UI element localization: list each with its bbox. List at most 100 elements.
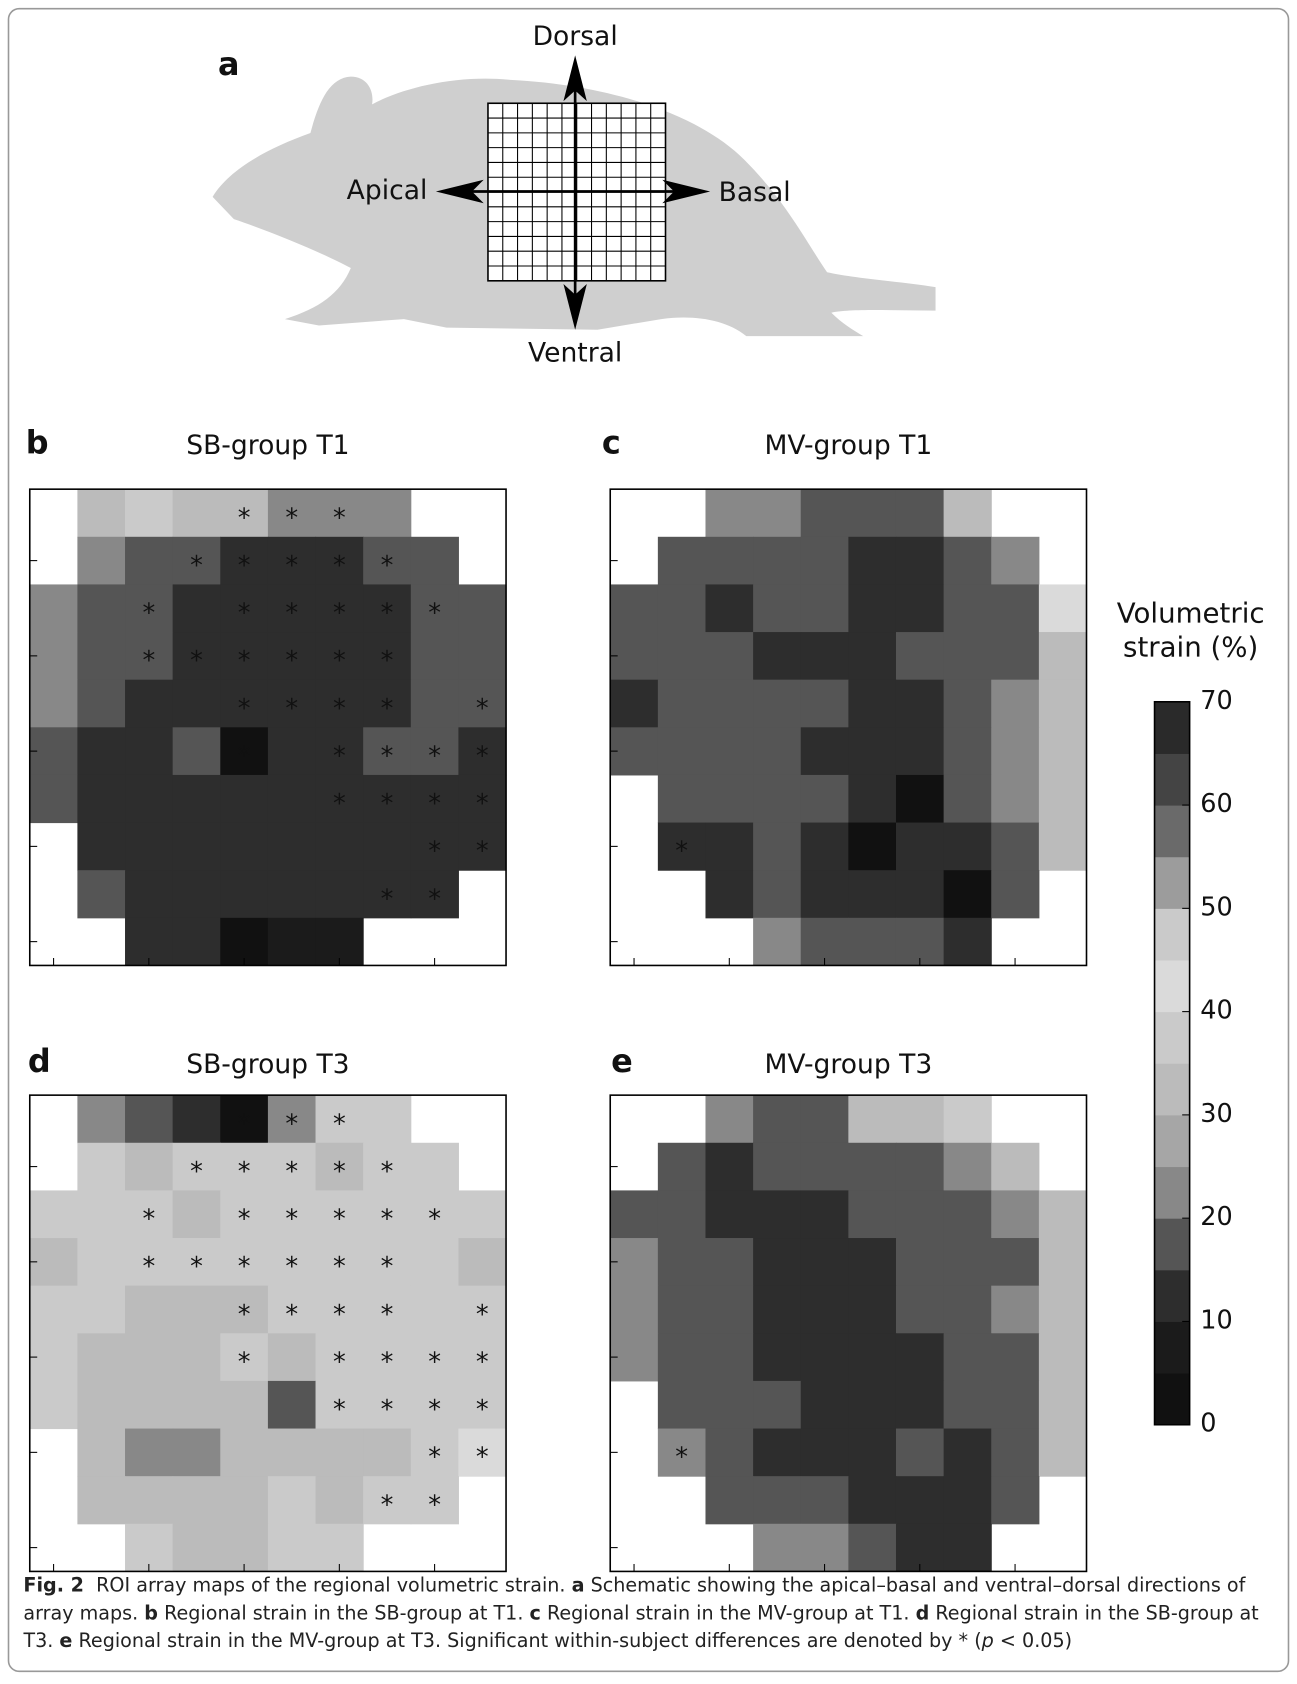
significance-star: * (381, 1205, 394, 1235)
heatmap-cell (848, 1381, 896, 1429)
heatmap-cell (30, 584, 78, 632)
colorbar-segment (1155, 1218, 1190, 1270)
heatmap-cell (30, 1190, 78, 1238)
heatmap-cell (801, 1429, 849, 1477)
direction-label: Basal (719, 177, 791, 208)
heatmap-cell (896, 1381, 944, 1429)
significance-star: * (675, 837, 688, 867)
heatmap-cell (848, 1476, 896, 1524)
colorbar-tick-label: 10 (1200, 1305, 1232, 1335)
significance-star: * (333, 646, 346, 676)
heatmap-cell (411, 680, 459, 728)
heatmap-cell (77, 537, 125, 585)
significance-star: * (333, 694, 346, 724)
panel-label: b (26, 424, 49, 462)
heatmap-cell (896, 1095, 944, 1143)
heatmap-cell (801, 823, 849, 871)
colorbar-segment (1155, 1373, 1190, 1425)
panel-label: a (218, 45, 240, 83)
heatmap-cell (173, 680, 221, 728)
heatmap-cell (944, 1381, 992, 1429)
heatmap-cell (125, 1429, 173, 1477)
significance-star: * (428, 1490, 441, 1520)
colorbar-segment (1155, 857, 1190, 909)
heatmap-cell (173, 1286, 221, 1334)
heatmap-cell (1039, 1333, 1087, 1381)
heatmap-cell (658, 1286, 706, 1334)
heatmap-cell (753, 1143, 801, 1191)
heatmap-cell (411, 1238, 459, 1286)
heatmap-cell (801, 1238, 849, 1286)
heatmap-cell (705, 1476, 753, 1524)
heatmap-cell (896, 727, 944, 775)
colorbar-tick-label: 0 (1200, 1409, 1216, 1439)
heatmap-cell (1039, 1429, 1087, 1477)
heatmap-cell (125, 1143, 173, 1191)
heatmap-cell (896, 775, 944, 823)
significance-star: * (190, 646, 203, 676)
significance-star: * (285, 694, 298, 724)
heatmap-cell (705, 727, 753, 775)
caption-text: p (982, 1630, 994, 1652)
heatmap-cell (753, 823, 801, 871)
heatmap-cell (1039, 1286, 1087, 1334)
heatmap-cell (173, 1381, 221, 1429)
heatmap-cell (30, 775, 78, 823)
significance-star: * (142, 1205, 155, 1235)
heatmap-cell (705, 1143, 753, 1191)
caption-text: Fig. 2 (23, 1575, 84, 1597)
significance-star: * (190, 551, 203, 581)
heatmap-cell (658, 537, 706, 585)
heatmap-cell (848, 1095, 896, 1143)
heatmap-cell (801, 1381, 849, 1429)
colorbar-segment (1155, 805, 1190, 857)
heatmap-cell (896, 584, 944, 632)
heatmap-cell (896, 1429, 944, 1477)
significance-star: * (333, 789, 346, 819)
panel-label: c (602, 424, 621, 462)
significance-star: * (333, 599, 346, 629)
significance-star: * (381, 1157, 394, 1187)
heatmap-cell (125, 1476, 173, 1524)
heatmap-cell (77, 1238, 125, 1286)
heatmap-cell (896, 489, 944, 537)
significance-star: * (381, 599, 394, 629)
heatmap-cell (1039, 1238, 1087, 1286)
colorbar-segment (1155, 702, 1190, 754)
heatmap-cell (848, 1524, 896, 1572)
heatmap-cell (753, 680, 801, 728)
colorbar-segment (1155, 1012, 1190, 1064)
heatmap-cell (658, 775, 706, 823)
heatmap-cell (848, 823, 896, 871)
heatmap-cell (991, 1143, 1039, 1191)
significance-star: * (238, 551, 251, 581)
heatmap-cell (77, 632, 125, 680)
heatmap-cell (77, 870, 125, 918)
significance-star: * (476, 1300, 489, 1330)
heatmap-cell (125, 1333, 173, 1381)
heatmap-cell (458, 632, 506, 680)
significance-star: * (285, 1157, 298, 1187)
heatmap-cell (896, 1333, 944, 1381)
heatmap-cell (1039, 775, 1087, 823)
heatmap-cell (658, 1238, 706, 1286)
significance-star: * (285, 1109, 298, 1139)
colorbar-segment (1155, 1321, 1190, 1373)
heatmap-cell (77, 1333, 125, 1381)
heatmap-cell (944, 584, 992, 632)
colorbar-segment (1155, 1063, 1190, 1115)
heatmap-cell (30, 680, 78, 728)
heatmap-cell (848, 870, 896, 918)
significance-star: * (381, 551, 394, 581)
heatmap-cell (705, 1190, 753, 1238)
heatmap-cell (458, 1190, 506, 1238)
heatmap-cell (268, 1524, 316, 1572)
heatmap-cell (944, 1095, 992, 1143)
heatmap-cell (801, 775, 849, 823)
colorbar-segment (1155, 960, 1190, 1012)
heatmap-cell (991, 632, 1039, 680)
heatmap-cell (705, 1286, 753, 1334)
heatmap-cell (268, 823, 316, 871)
heatmap-cell (801, 1476, 849, 1524)
significance-star: * (428, 1205, 441, 1235)
